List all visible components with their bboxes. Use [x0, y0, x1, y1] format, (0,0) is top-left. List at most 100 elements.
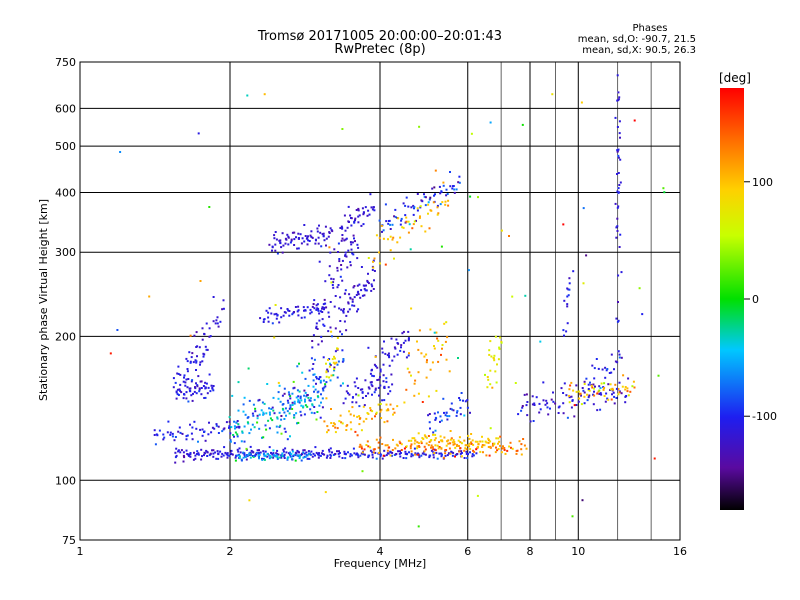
- data-point: [535, 396, 538, 399]
- data-point: [399, 450, 401, 453]
- data-point: [242, 456, 245, 459]
- data-point: [367, 413, 370, 415]
- data-point: [479, 440, 482, 443]
- data-point: [166, 431, 169, 434]
- data-point: [430, 439, 433, 441]
- data-point: [429, 454, 432, 457]
- data-point: [588, 394, 591, 397]
- data-point: [456, 410, 459, 413]
- data-point: [195, 361, 198, 364]
- data-point: [279, 241, 282, 244]
- x-tick-label: 16: [673, 545, 687, 558]
- data-point: [372, 260, 374, 263]
- data-point: [283, 418, 286, 420]
- data-point: [276, 252, 279, 255]
- data-point: [273, 336, 276, 339]
- data-point: [617, 154, 620, 157]
- data-point: [311, 403, 314, 406]
- data-point: [215, 457, 218, 460]
- data-point: [308, 369, 311, 372]
- data-point: [228, 426, 230, 429]
- data-point: [339, 275, 342, 278]
- data-point: [581, 499, 584, 502]
- data-point: [189, 455, 192, 458]
- data-point: [432, 201, 435, 204]
- data-point: [617, 191, 620, 194]
- data-point: [500, 341, 503, 344]
- data-point: [405, 196, 408, 199]
- data-point: [313, 307, 316, 310]
- y-tick-label: 100: [55, 474, 76, 487]
- data-point: [297, 247, 300, 250]
- data-point: [311, 404, 314, 407]
- data-point: [357, 394, 360, 397]
- data-point: [499, 435, 502, 438]
- data-point: [322, 379, 325, 382]
- data-point: [615, 397, 618, 399]
- data-point: [357, 246, 360, 249]
- data-point: [214, 322, 217, 325]
- data-point: [265, 309, 268, 312]
- data-point: [153, 434, 156, 436]
- data-point: [287, 243, 290, 246]
- data-point: [318, 260, 321, 263]
- data-point: [328, 265, 331, 268]
- data-point: [381, 457, 384, 460]
- data-point: [498, 346, 501, 349]
- data-point: [352, 396, 354, 399]
- data-point: [359, 296, 362, 299]
- data-point: [245, 447, 248, 450]
- data-point: [328, 358, 331, 360]
- data-point: [383, 340, 385, 343]
- data-point: [310, 411, 313, 414]
- colorbar-tick-label: -100: [752, 410, 777, 423]
- data-point: [391, 449, 394, 451]
- data-point: [283, 427, 286, 430]
- data-point: [356, 453, 359, 456]
- data-point: [284, 430, 287, 433]
- data-point: [281, 251, 284, 254]
- data-point: [304, 377, 307, 380]
- data-point: [600, 382, 603, 385]
- data-point: [335, 361, 338, 364]
- data-point: [246, 454, 249, 457]
- data-point: [566, 287, 569, 290]
- data-point: [418, 125, 421, 128]
- data-point: [308, 452, 310, 455]
- data-point: [371, 269, 374, 271]
- data-point: [525, 393, 528, 396]
- data-point: [342, 402, 345, 405]
- data-point: [441, 440, 444, 443]
- data-point: [312, 385, 315, 388]
- data-point: [458, 397, 461, 399]
- data-point: [446, 418, 449, 421]
- data-point: [235, 426, 238, 429]
- data-point: [413, 442, 416, 445]
- data-point: [234, 456, 237, 459]
- data-point: [210, 384, 213, 387]
- data-point: [304, 400, 306, 403]
- data-point: [459, 447, 462, 450]
- data-point: [309, 408, 312, 411]
- data-point: [446, 440, 449, 443]
- data-point: [163, 436, 166, 439]
- data-point: [294, 306, 297, 308]
- data-point: [237, 423, 240, 426]
- data-point: [193, 420, 196, 423]
- data-point: [327, 358, 329, 361]
- data-point: [392, 438, 394, 441]
- data-point: [188, 351, 191, 354]
- data-point: [370, 289, 373, 292]
- data-point: [389, 403, 392, 406]
- data-point: [293, 416, 295, 419]
- data-point: [402, 330, 405, 333]
- data-point: [297, 421, 300, 424]
- data-point: [400, 219, 403, 222]
- data-point: [268, 411, 271, 414]
- data-point: [367, 386, 370, 389]
- data-point: [375, 234, 378, 237]
- data-point: [182, 460, 185, 463]
- data-point: [416, 453, 419, 456]
- data-point: [212, 320, 215, 323]
- data-point: [312, 379, 315, 382]
